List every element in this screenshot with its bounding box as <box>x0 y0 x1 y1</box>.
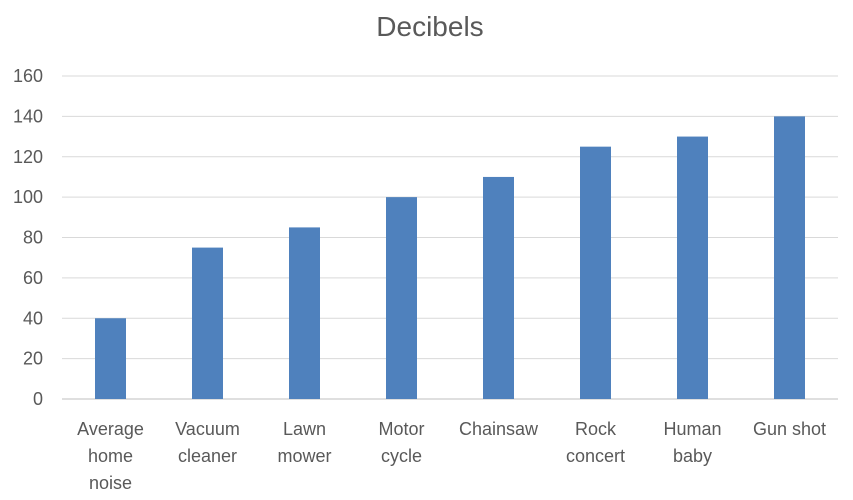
y-tick-label: 40 <box>23 308 43 328</box>
x-category-label: Vacuum cleaner <box>175 419 240 466</box>
bar <box>289 227 320 399</box>
y-tick-label: 80 <box>23 228 43 248</box>
x-category-label: Human baby <box>663 419 721 466</box>
bar <box>95 318 126 399</box>
x-category-label: Chainsaw <box>459 419 539 439</box>
bar <box>580 146 611 399</box>
x-category-layer: Average home noise Vacuum cleaner Lawn mower Mo… <box>77 419 826 493</box>
bar <box>774 116 805 399</box>
bar <box>386 197 417 399</box>
y-tick-layer: 0 20 40 60 80 100 120 140 160 <box>13 66 43 409</box>
grid-layer <box>62 75 838 400</box>
bar <box>483 176 514 399</box>
y-tick-label: 20 <box>23 349 43 369</box>
x-category-label: Lawn mower <box>277 419 331 466</box>
chart-title: Decibels <box>376 11 483 42</box>
x-category-label: Gun shot <box>753 419 826 439</box>
x-category-label: Rock concert <box>566 419 625 466</box>
y-tick-label: 140 <box>13 106 43 126</box>
x-category-label: Average home noise <box>77 419 144 493</box>
bar <box>677 136 708 399</box>
y-tick-label: 120 <box>13 147 43 167</box>
y-tick-label: 0 <box>33 389 43 409</box>
y-tick-label: 160 <box>13 66 43 86</box>
y-tick-label: 100 <box>13 187 43 207</box>
bar <box>192 247 223 399</box>
y-tick-label: 60 <box>23 268 43 288</box>
x-category-label: Motor cycle <box>378 419 424 466</box>
bar-layer <box>95 116 805 399</box>
